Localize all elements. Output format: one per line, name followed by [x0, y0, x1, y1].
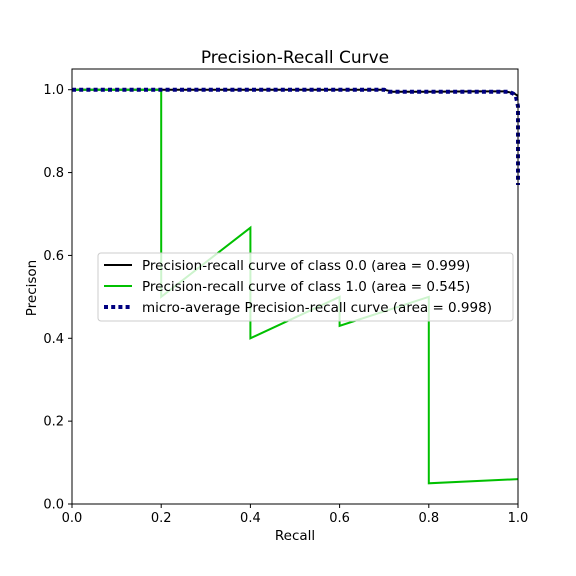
x-tick-label: 1.0: [508, 511, 529, 526]
y-tick-label: 0.6: [43, 249, 64, 264]
legend-label-class-1: Precision-recall curve of class 1.0 (are…: [142, 279, 470, 295]
y-tick-label: 0.0: [43, 498, 64, 513]
legend-label-class-0: Precision-recall curve of class 0.0 (are…: [142, 258, 470, 274]
legend-box: [97, 252, 514, 322]
x-tick-label: 0.2: [151, 511, 172, 526]
y-tick-label: 0.2: [43, 415, 64, 430]
x-tick-label: 0.4: [240, 511, 261, 526]
y-tick-label: 0.8: [43, 166, 64, 181]
y-axis-label: Precison: [24, 260, 40, 317]
legend-label-micro-average: micro-average Precision-recall curve (ar…: [142, 300, 492, 316]
legend: Precision-recall curve of class 0.0 (are…: [97, 252, 514, 322]
x-tick-label: 0.0: [62, 511, 83, 526]
curve-class-0: [72, 88, 519, 97]
x-tick-label: 0.6: [329, 511, 350, 526]
y-tick-label: 1.0: [43, 83, 64, 98]
y-tick-label: 0.4: [43, 332, 64, 347]
x-axis: 0.0 0.2 0.4 0.6 0.8 1.0: [62, 504, 529, 526]
x-axis-label: Recall: [275, 528, 315, 544]
plot-frame: [71, 68, 519, 505]
x-tick-label: 0.8: [418, 511, 439, 526]
chart-title: Precision-Recall Curve: [201, 48, 389, 68]
y-axis: 0.0 0.2 0.4 0.6 0.8 1.0: [43, 83, 72, 513]
